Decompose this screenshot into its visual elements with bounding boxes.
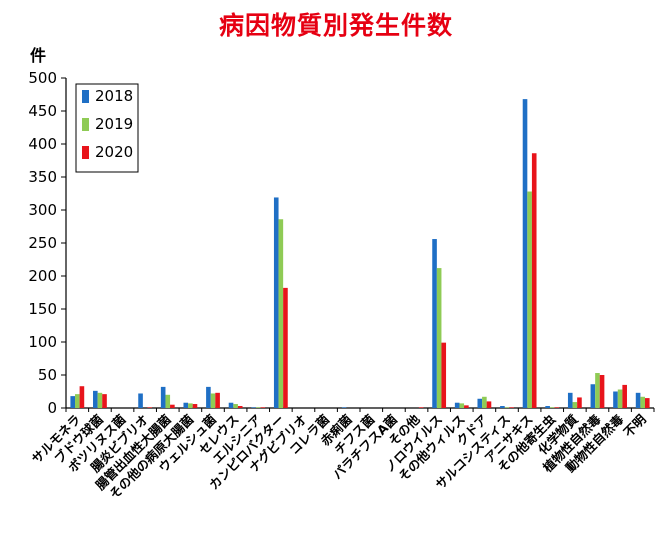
bar-2018-5 <box>183 402 189 408</box>
bar-2020-8 <box>260 407 266 408</box>
bar-2020-15 <box>418 407 424 408</box>
y-tick-label: 300 <box>28 201 57 219</box>
bar-2020-3 <box>147 407 153 408</box>
bar-2018-6 <box>206 386 211 408</box>
bar-2020-24 <box>622 384 627 408</box>
bar-2020-21 <box>554 407 560 408</box>
bar-2018-17 <box>454 402 460 408</box>
y-tick-label: 0 <box>47 399 57 417</box>
bar-2019-6 <box>210 393 216 408</box>
bar-2019-1 <box>97 392 103 408</box>
legend: 2018 2019 2020 <box>75 83 139 173</box>
axes <box>65 78 655 412</box>
bar-2019-18 <box>482 396 487 408</box>
bar-2018-12 <box>341 407 347 408</box>
bar-2018-9 <box>273 197 279 408</box>
bar-2018-20 <box>522 99 528 409</box>
y-tick-label: 250 <box>28 234 57 252</box>
bar-2019-7 <box>233 404 238 408</box>
y-tick-label: 400 <box>28 135 57 153</box>
y-ticks: 0 50 100 150 200 250 300 350 400 450 500 <box>28 69 66 417</box>
bar-2020-17 <box>464 405 469 408</box>
legend-label-2020: 2020 <box>95 143 133 161</box>
bar-2020-4 <box>170 404 175 408</box>
bar-2019-21 <box>549 407 555 408</box>
bar-2020-19 <box>509 407 514 408</box>
category-label: 不明 <box>621 412 649 440</box>
bar-2018-3 <box>138 393 143 408</box>
bar-2019-16 <box>436 268 442 408</box>
bar-2019-22 <box>572 402 578 408</box>
legend-swatch-2018 <box>82 90 89 103</box>
bar-2019-4 <box>165 394 171 408</box>
y-tick-label: 350 <box>28 168 57 186</box>
bar-2020-20 <box>531 153 537 408</box>
y-tick-label: 150 <box>28 300 57 318</box>
chart-title: 病因物質別発生件数 <box>218 11 453 40</box>
bar-2019-8 <box>255 407 261 408</box>
bar-2020-25 <box>644 398 650 408</box>
bar-2020-9 <box>283 287 288 408</box>
bar-2020-16 <box>441 342 447 408</box>
bar-2018-8 <box>251 407 256 408</box>
bar-2020-0 <box>79 386 85 408</box>
y-tick-label: 500 <box>28 69 57 87</box>
y-tick-label: 450 <box>28 102 57 120</box>
bar-2018-7 <box>228 402 234 408</box>
legend-label-2018: 2018 <box>95 87 133 105</box>
bar-2018-0 <box>70 396 76 408</box>
bar-2018-25 <box>635 392 641 408</box>
bar-2019-23 <box>595 373 600 408</box>
bar-2019-20 <box>527 191 532 408</box>
bar-2018-22 <box>567 392 573 408</box>
y-tick-label: 50 <box>38 366 57 384</box>
bar-2020-23 <box>599 375 605 408</box>
bar-2019-0 <box>75 394 80 408</box>
bar-2020-22 <box>577 397 582 408</box>
legend-swatch-2020 <box>82 146 89 159</box>
bar-2019-25 <box>640 396 645 408</box>
bar-2019-9 <box>278 219 284 408</box>
legend-swatch-2019 <box>82 118 89 131</box>
bar-2019-5 <box>188 403 193 408</box>
bar-2018-24 <box>613 391 618 408</box>
legend-label-2019: 2019 <box>95 115 133 133</box>
bar-2020-6 <box>215 392 220 408</box>
bar-2020-18 <box>486 401 492 408</box>
y-axis-unit: 件 <box>30 46 47 65</box>
bar-2018-18 <box>477 398 483 408</box>
bar-2019-24 <box>617 389 623 408</box>
y-tick-label: 200 <box>28 267 57 285</box>
y-tick-label: 100 <box>28 333 57 351</box>
bars <box>70 99 650 409</box>
bar-2018-1 <box>93 390 98 408</box>
bar-2020-1 <box>102 394 107 408</box>
bar-2018-19 <box>500 406 505 408</box>
bar-2018-4 <box>160 386 166 408</box>
bar-2019-19 <box>504 407 510 408</box>
bar-2019-17 <box>459 403 465 408</box>
bar-2020-5 <box>192 404 198 408</box>
bar-2018-23 <box>590 384 596 408</box>
category-labels: サルモネラブドウ球菌ボツリヌス菌腸炎ビブリオ腸管出血性大腸菌その他の病原大腸菌ウ… <box>29 411 649 502</box>
bar-2018-21 <box>545 406 550 408</box>
bar-2018-16 <box>432 239 437 408</box>
bar-2020-7 <box>237 406 243 408</box>
